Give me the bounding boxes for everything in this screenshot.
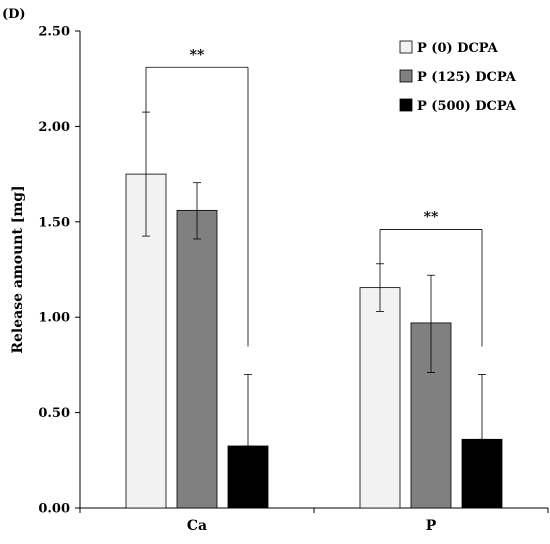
y-tick-label: 2.00 — [38, 120, 70, 135]
x-axis: Ca P — [79, 507, 549, 534]
legend-item: P (500) DCPA — [399, 98, 517, 114]
x-tick-label: Ca — [187, 518, 207, 534]
significance-annotations: ** ** — [145, 47, 483, 347]
significance-bracket: ** — [145, 47, 249, 347]
error-bar — [193, 182, 201, 240]
bar — [461, 438, 503, 509]
y-tick-label: 0.00 — [38, 502, 70, 517]
y-tick-label: 2.50 — [38, 25, 70, 40]
y-tick-label: 0.50 — [38, 406, 70, 421]
legend: P (0) DCPA P (125) DCPA P (500) DCPA — [399, 40, 517, 114]
bar — [176, 209, 218, 509]
bar — [227, 445, 269, 509]
legend-item: P (0) DCPA — [399, 40, 499, 56]
significance-bracket: ** — [379, 209, 483, 347]
panel-label: (D) — [2, 7, 26, 22]
error-bar — [478, 374, 486, 440]
error-bars — [142, 111, 486, 447]
legend-swatch — [399, 40, 413, 54]
significance-label: ** — [190, 47, 205, 63]
error-bar — [244, 374, 252, 447]
legend-label: P (125) DCPA — [417, 70, 517, 85]
y-axis: 0.00 0.50 1.00 1.50 2.00 2.50 — [38, 25, 81, 517]
x-tick-label: P — [426, 518, 437, 534]
legend-label: P (500) DCPA — [417, 99, 517, 114]
significance-label: ** — [424, 209, 439, 225]
y-tick-label: 1.50 — [38, 215, 70, 230]
legend-item: P (125) DCPA — [399, 69, 517, 85]
legend-swatch — [399, 98, 413, 112]
y-axis-label: Release amount [mg] — [10, 185, 26, 353]
legend-label: P (0) DCPA — [417, 41, 499, 56]
legend-swatch — [399, 69, 413, 83]
y-tick-label: 1.00 — [38, 311, 70, 326]
bars — [125, 173, 503, 509]
bar — [359, 287, 401, 509]
error-bar — [427, 274, 435, 373]
